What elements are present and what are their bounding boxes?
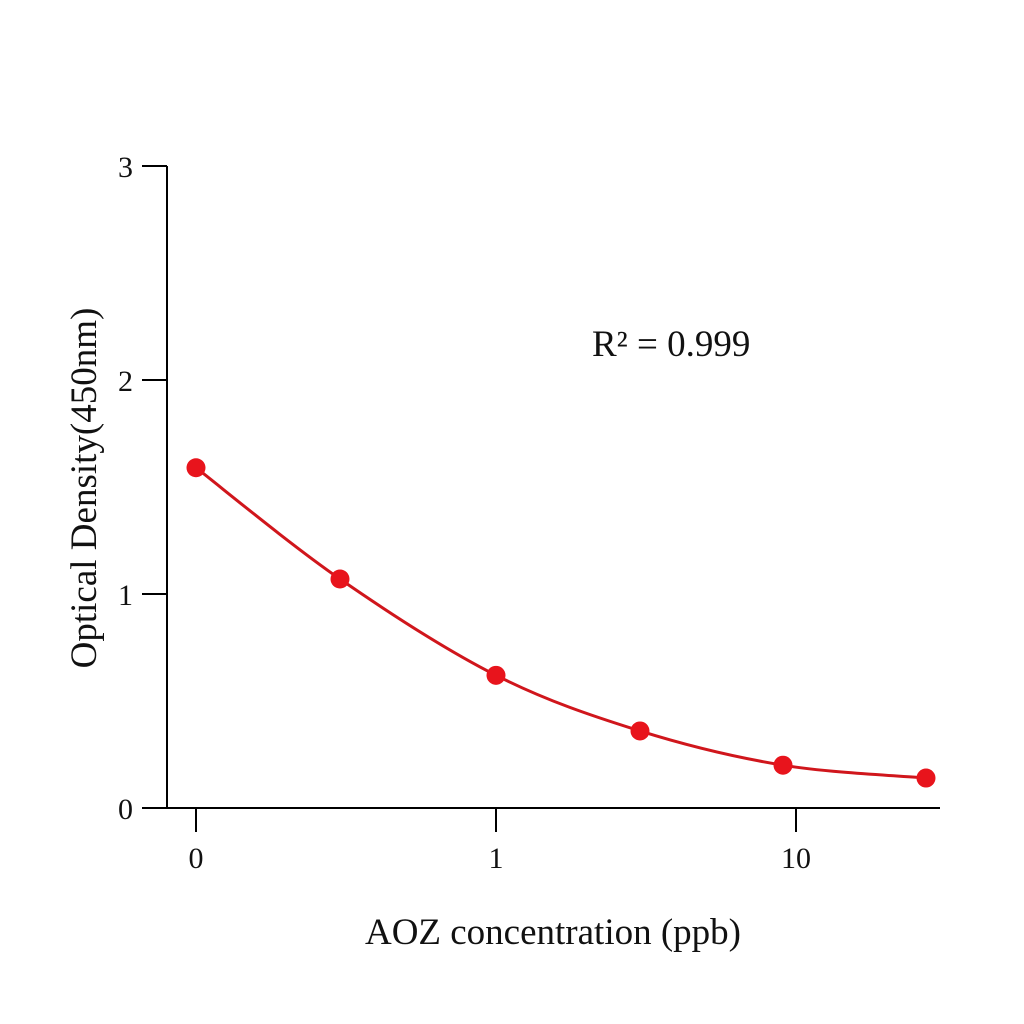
x-axis-title: AOZ concentration (ppb) xyxy=(365,912,741,953)
y-tick-label: 2 xyxy=(118,365,133,398)
data-point xyxy=(630,721,650,741)
data-point xyxy=(773,755,793,775)
y-tick-label: 3 xyxy=(118,151,133,184)
x-tick-label: 10 xyxy=(781,842,811,875)
data-points xyxy=(186,458,936,788)
data-point xyxy=(486,665,506,685)
data-point xyxy=(916,768,936,788)
y-axis-title: Optical Density(450nm) xyxy=(64,308,105,669)
fit-curve-line xyxy=(195,466,927,780)
y-axis-ticks: 0 1 2 3 xyxy=(118,151,167,826)
data-point xyxy=(330,569,350,589)
x-tick-label: 0 xyxy=(189,842,204,875)
y-tick-label: 0 xyxy=(118,793,133,826)
x-tick-label: 1 xyxy=(489,842,504,875)
x-axis-ticks: 0 1 10 xyxy=(189,808,811,875)
y-tick-label: 1 xyxy=(118,579,133,612)
data-point xyxy=(186,458,206,478)
r-squared-annotation: R² = 0.999 xyxy=(592,324,750,365)
